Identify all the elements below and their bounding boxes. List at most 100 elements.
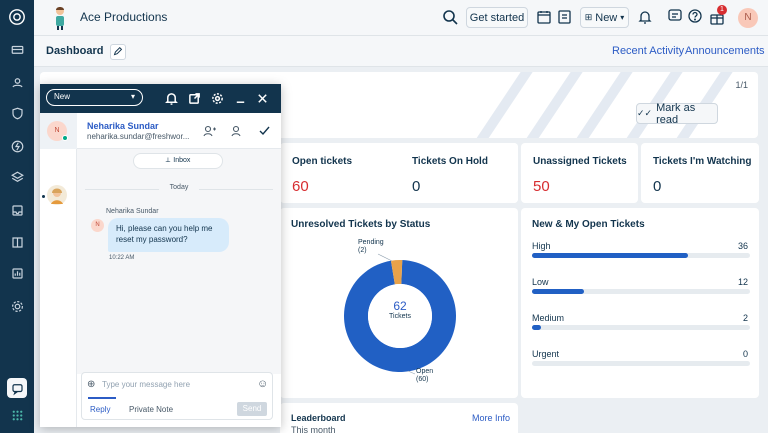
gear-icon[interactable]	[7, 296, 27, 316]
book-icon[interactable]	[7, 232, 27, 252]
new-button[interactable]: ⊞ New ▾	[580, 7, 629, 28]
stat-label: Tickets On Hold	[412, 156, 488, 167]
bell-icon[interactable]	[165, 92, 178, 108]
tickets-icon[interactable]	[7, 39, 27, 59]
contacts-icon[interactable]	[7, 72, 27, 92]
inbox-icon[interactable]	[7, 200, 27, 220]
help-icon[interactable]	[688, 9, 702, 23]
sub-bar: Dashboard Recent Activity Announcements	[34, 36, 768, 67]
donut-chart	[343, 253, 456, 375]
sender-name: Neharika Sundar	[106, 208, 159, 215]
reports-icon[interactable]	[7, 263, 27, 283]
external-link-icon[interactable]	[188, 92, 201, 108]
top-bar: Ace Productions Get started ⊞ New ▾ 1 N	[34, 0, 768, 36]
day-label: Today	[159, 184, 199, 191]
unresolved-tickets-card: Unresolved Tickets by Status 62 Tickets …	[280, 208, 518, 398]
stat-value: 0	[653, 178, 662, 195]
chat-icon[interactable]	[7, 378, 27, 398]
pending-count: (2)	[358, 247, 367, 254]
leaderboard-title: Leaderboard	[291, 413, 346, 423]
recent-activity-link[interactable]: Recent Activity	[612, 45, 685, 57]
new-button-label: New	[595, 11, 618, 24]
message-area: ⟂ Inbox Today Neharika Sundar N Hi, pleas…	[77, 149, 281, 374]
priority-label: Medium	[532, 313, 565, 323]
online-status-dot	[62, 135, 68, 141]
transfer-icon[interactable]	[230, 125, 243, 137]
priority-bar-track	[532, 361, 750, 366]
freshdesk-logo-icon[interactable]	[7, 7, 27, 27]
stat-card-unassigned[interactable]: Unassigned Tickets 50	[521, 143, 638, 203]
priority-label: High	[532, 241, 551, 251]
priority-row-low[interactable]: Low 12	[532, 277, 750, 307]
inbox-icon: ⟂	[165, 157, 171, 164]
leaderboard-card: Leaderboard This month More Info	[280, 403, 518, 433]
private-note-tab[interactable]: Private Note	[129, 405, 174, 414]
announcements-link[interactable]: Announcements	[685, 45, 765, 57]
close-icon[interactable]	[256, 92, 269, 108]
donut-slice-pending[interactable]	[390, 260, 403, 285]
emoji-icon[interactable]: ☺	[257, 378, 269, 390]
chevron-down-icon: ▾	[620, 13, 625, 22]
priority-bar-fill	[532, 253, 688, 258]
inbox-chip[interactable]: ⟂ Inbox	[133, 153, 223, 169]
priority-row-urgent[interactable]: Urgent 0	[532, 349, 750, 379]
gear-icon[interactable]	[211, 92, 224, 108]
composer-input[interactable]: Type your message here	[102, 380, 191, 389]
inbox-label: Inbox	[173, 157, 191, 164]
reply-tab-indicator	[88, 397, 116, 399]
priority-count: 36	[737, 241, 748, 251]
app-title: Ace Productions	[80, 10, 168, 24]
gift-icon[interactable]	[709, 9, 725, 25]
donut-slice-open[interactable]	[343, 260, 456, 372]
notification-badge: 1	[717, 5, 727, 15]
bell-icon[interactable]	[638, 9, 652, 25]
priority-row-medium[interactable]: Medium 2	[532, 313, 750, 343]
chat-bubble-icon[interactable]	[668, 9, 682, 23]
leaderboard-subtitle: This month	[291, 425, 336, 433]
search-icon[interactable]	[442, 9, 458, 25]
contact-email: neharika.sundar@freshwor...	[87, 132, 190, 141]
add-attachment-icon[interactable]: ⊕	[87, 379, 96, 390]
notes-icon[interactable]	[558, 10, 572, 24]
resolve-check-icon[interactable]	[258, 124, 271, 137]
unread-dot	[42, 195, 45, 198]
priority-bar-fill	[532, 289, 584, 294]
conversation-item-active[interactable]: N	[40, 113, 77, 149]
stat-card-on-hold[interactable]: Tickets On Hold 0	[400, 143, 518, 203]
send-button[interactable]: Send	[237, 402, 267, 416]
bolt-icon[interactable]	[7, 136, 27, 156]
layers-icon[interactable]	[7, 167, 27, 187]
priority-bar-track	[532, 325, 750, 330]
stat-value: 0	[412, 178, 421, 195]
contact-name[interactable]: Neharika Sundar	[87, 121, 159, 131]
plus-icon: ⊞	[584, 12, 593, 22]
pending-leader-line	[377, 253, 393, 262]
priority-count: 12	[737, 277, 748, 287]
user-avatar[interactable]: N	[738, 8, 758, 28]
priority-row-high[interactable]: High 36	[532, 241, 750, 271]
announcement-page-counter: 1/1	[735, 80, 748, 90]
priority-label: Low	[532, 277, 549, 287]
stat-label: Tickets I'm Watching	[653, 156, 752, 167]
reply-tab[interactable]: Reply	[90, 405, 111, 414]
apps-grid-icon[interactable]	[7, 405, 27, 425]
stat-card-watching[interactable]: Tickets I'm Watching 0	[641, 143, 759, 203]
open-count: (60)	[416, 376, 429, 383]
shield-icon[interactable]	[7, 103, 27, 123]
conversation-item-avatar[interactable]	[47, 184, 67, 206]
status-dropdown[interactable]: New ▾	[46, 89, 143, 106]
mark-as-read-label: Mark as read	[656, 101, 696, 126]
get-started-button[interactable]: Get started	[466, 7, 528, 28]
priority-bar-track	[532, 289, 750, 294]
company-avatar	[52, 5, 68, 31]
composer: ⊕ Type your message here ☺ Reply Private…	[81, 372, 273, 420]
more-info-link[interactable]: More Info	[471, 413, 510, 423]
chat-widget: New ▾ N Neharika Sundar neharika.sundar@…	[40, 84, 281, 427]
calendar-icon[interactable]	[537, 10, 551, 24]
mark-as-read-button[interactable]: ✓✓ Mark as read	[636, 101, 718, 126]
priority-bar-track	[532, 253, 750, 258]
assign-agent-icon[interactable]	[203, 125, 217, 137]
donut-center-value: 62	[393, 299, 407, 313]
edit-dashboard-icon[interactable]	[110, 44, 126, 60]
minimize-icon[interactable]	[234, 92, 247, 108]
